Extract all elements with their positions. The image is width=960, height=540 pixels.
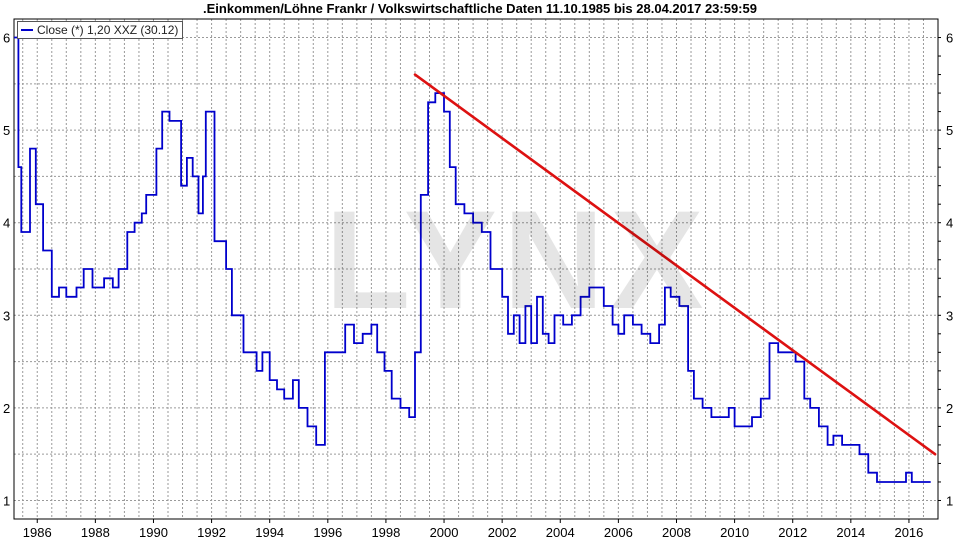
y-tick-label-right: 4 (946, 216, 953, 231)
y-tick-label-right: 3 (946, 308, 953, 323)
y-tick-label-right: 2 (946, 401, 953, 416)
y-tick-label-left: 5 (3, 123, 10, 138)
y-tick-label-left: 1 (3, 493, 10, 508)
x-tick-label: 2012 (778, 525, 807, 540)
y-tick-label-left: 6 (3, 31, 10, 46)
x-tick-label: 2000 (430, 525, 459, 540)
legend-label: Close (*) 1,20 XXZ (30.12) (37, 23, 179, 37)
x-tick-label: 1992 (197, 525, 226, 540)
y-tick-label-left: 2 (3, 401, 10, 416)
plot-frame (13, 18, 939, 520)
series-layer (14, 36, 937, 483)
x-tick-label: 1988 (81, 525, 110, 540)
x-tick-label: 1998 (371, 525, 400, 540)
y-axis-right: 1 2 3 4 5 6 (938, 31, 953, 508)
x-tick-label: 2006 (604, 525, 633, 540)
x-tick-label: 1996 (313, 525, 342, 540)
x-tick-label: 2010 (720, 525, 749, 540)
y-axis-left: 1 2 3 4 5 6 (3, 31, 10, 509)
y-tick-label-left: 4 (3, 216, 10, 231)
x-tick-label: 2014 (836, 525, 865, 540)
x-axis: 1986 1988 1990 1992 1994 1996 1998 2000 2002 2004… (23, 519, 923, 540)
watermark: LYNX (325, 181, 710, 338)
legend-swatch (21, 29, 33, 31)
grid-lines (14, 19, 939, 519)
y-tick-label-right: 5 (946, 123, 953, 138)
x-tick-label: 1990 (139, 525, 168, 540)
x-tick-label: 2016 (894, 525, 923, 540)
y-tick-label-left: 3 (3, 308, 10, 323)
x-tick-label: 2002 (488, 525, 517, 540)
series-close-line (14, 36, 931, 483)
legend: Close (*) 1,20 XXZ (30.12) (17, 21, 184, 39)
x-tick-label: 2004 (546, 525, 575, 540)
x-tick-label: 2008 (662, 525, 691, 540)
x-tick-label: 1986 (23, 525, 52, 540)
chart-title: .Einkommen/Löhne Frankr / Volkswirtschaf… (203, 1, 757, 16)
y-tick-label-right: 6 (946, 31, 953, 46)
trendline (413, 73, 937, 456)
y-tick-label-right: 1 (946, 493, 953, 508)
x-tick-label: 1994 (255, 525, 284, 540)
